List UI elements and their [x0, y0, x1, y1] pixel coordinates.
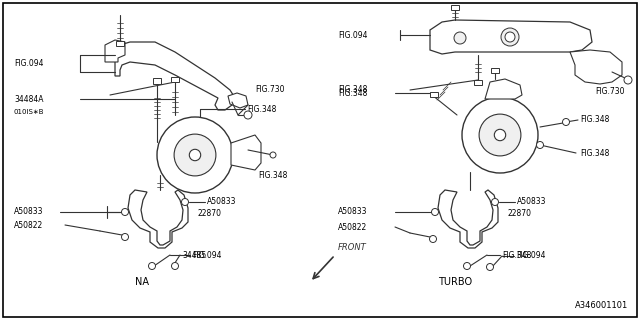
- Text: FIG.348: FIG.348: [502, 251, 531, 260]
- Circle shape: [182, 198, 189, 205]
- Text: A50822: A50822: [14, 220, 44, 229]
- Circle shape: [172, 262, 179, 269]
- Text: A50833: A50833: [207, 197, 237, 206]
- Text: A50822: A50822: [338, 222, 367, 231]
- Text: 22870: 22870: [197, 210, 221, 219]
- Text: FIG.730: FIG.730: [595, 87, 625, 97]
- Text: TURBO: TURBO: [438, 277, 472, 287]
- Text: FIG.094: FIG.094: [192, 251, 221, 260]
- Text: FIG.348: FIG.348: [247, 105, 276, 114]
- Circle shape: [505, 32, 515, 42]
- Polygon shape: [115, 42, 235, 110]
- Text: FRONT: FRONT: [338, 244, 367, 252]
- Text: NA: NA: [135, 277, 149, 287]
- Polygon shape: [231, 135, 261, 170]
- Circle shape: [463, 262, 470, 269]
- Polygon shape: [228, 93, 248, 108]
- Text: 34485: 34485: [182, 251, 206, 260]
- Text: A50833: A50833: [338, 207, 367, 217]
- Bar: [474, 80, 482, 85]
- Circle shape: [563, 118, 570, 125]
- Text: 22870: 22870: [507, 210, 531, 219]
- Text: 34484A: 34484A: [14, 94, 44, 103]
- Polygon shape: [128, 190, 188, 248]
- Circle shape: [148, 262, 156, 269]
- Circle shape: [429, 236, 436, 243]
- Circle shape: [501, 28, 519, 46]
- Text: FIG.094: FIG.094: [516, 252, 545, 260]
- Text: FIG.094: FIG.094: [338, 30, 367, 39]
- Text: FIG.348: FIG.348: [338, 85, 367, 94]
- Bar: [116, 41, 124, 46]
- Text: FIG.094: FIG.094: [14, 60, 44, 68]
- Bar: [171, 77, 179, 82]
- Circle shape: [157, 117, 233, 193]
- Text: FIG.348: FIG.348: [338, 89, 367, 98]
- Circle shape: [492, 198, 499, 205]
- Text: FIG.348: FIG.348: [258, 171, 287, 180]
- Text: A346001101: A346001101: [575, 300, 628, 309]
- Polygon shape: [570, 50, 622, 84]
- Circle shape: [536, 141, 543, 148]
- Circle shape: [244, 111, 252, 119]
- Circle shape: [494, 129, 506, 141]
- Bar: [491, 68, 499, 73]
- Text: FIG.348: FIG.348: [580, 116, 609, 124]
- Circle shape: [270, 152, 276, 158]
- Polygon shape: [430, 20, 592, 54]
- Polygon shape: [438, 190, 498, 248]
- Circle shape: [462, 97, 538, 173]
- Circle shape: [454, 32, 466, 44]
- Text: A50833: A50833: [14, 207, 44, 217]
- Bar: [430, 92, 438, 97]
- Polygon shape: [485, 79, 522, 99]
- Circle shape: [174, 134, 216, 176]
- Circle shape: [122, 209, 129, 215]
- Polygon shape: [105, 40, 125, 62]
- Text: FIG.348: FIG.348: [580, 148, 609, 157]
- Circle shape: [122, 234, 129, 241]
- Bar: [153, 78, 161, 84]
- Circle shape: [431, 209, 438, 215]
- Circle shape: [479, 114, 521, 156]
- Circle shape: [486, 263, 493, 270]
- Text: A50833: A50833: [517, 197, 547, 206]
- Text: FIG.730: FIG.730: [255, 85, 285, 94]
- Bar: [451, 5, 459, 10]
- Text: 010IS∗B: 010IS∗B: [14, 109, 45, 115]
- Circle shape: [189, 149, 201, 161]
- Circle shape: [624, 76, 632, 84]
